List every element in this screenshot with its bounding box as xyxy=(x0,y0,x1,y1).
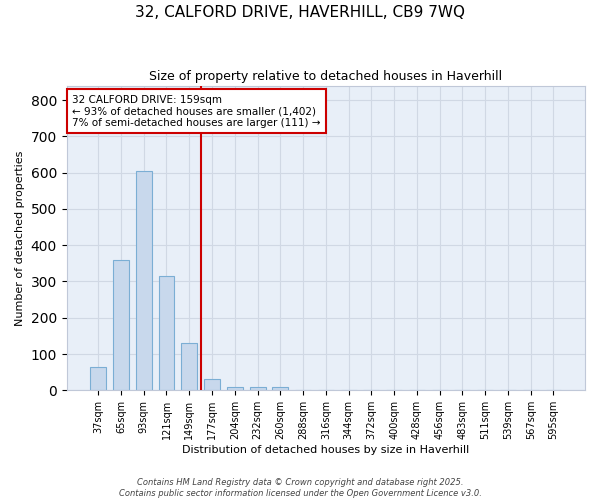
Y-axis label: Number of detached properties: Number of detached properties xyxy=(15,150,25,326)
Bar xyxy=(204,380,220,390)
Bar xyxy=(227,388,243,390)
Bar xyxy=(113,260,129,390)
Bar xyxy=(272,388,288,390)
Title: Size of property relative to detached houses in Haverhill: Size of property relative to detached ho… xyxy=(149,70,502,83)
Bar xyxy=(158,276,175,390)
Bar xyxy=(250,388,266,390)
Bar xyxy=(181,343,197,390)
Text: 32 CALFORD DRIVE: 159sqm
← 93% of detached houses are smaller (1,402)
7% of semi: 32 CALFORD DRIVE: 159sqm ← 93% of detach… xyxy=(72,94,320,128)
X-axis label: Distribution of detached houses by size in Haverhill: Distribution of detached houses by size … xyxy=(182,445,469,455)
Bar xyxy=(136,171,152,390)
Bar xyxy=(90,367,106,390)
Text: 32, CALFORD DRIVE, HAVERHILL, CB9 7WQ: 32, CALFORD DRIVE, HAVERHILL, CB9 7WQ xyxy=(135,5,465,20)
Text: Contains HM Land Registry data © Crown copyright and database right 2025.
Contai: Contains HM Land Registry data © Crown c… xyxy=(119,478,481,498)
